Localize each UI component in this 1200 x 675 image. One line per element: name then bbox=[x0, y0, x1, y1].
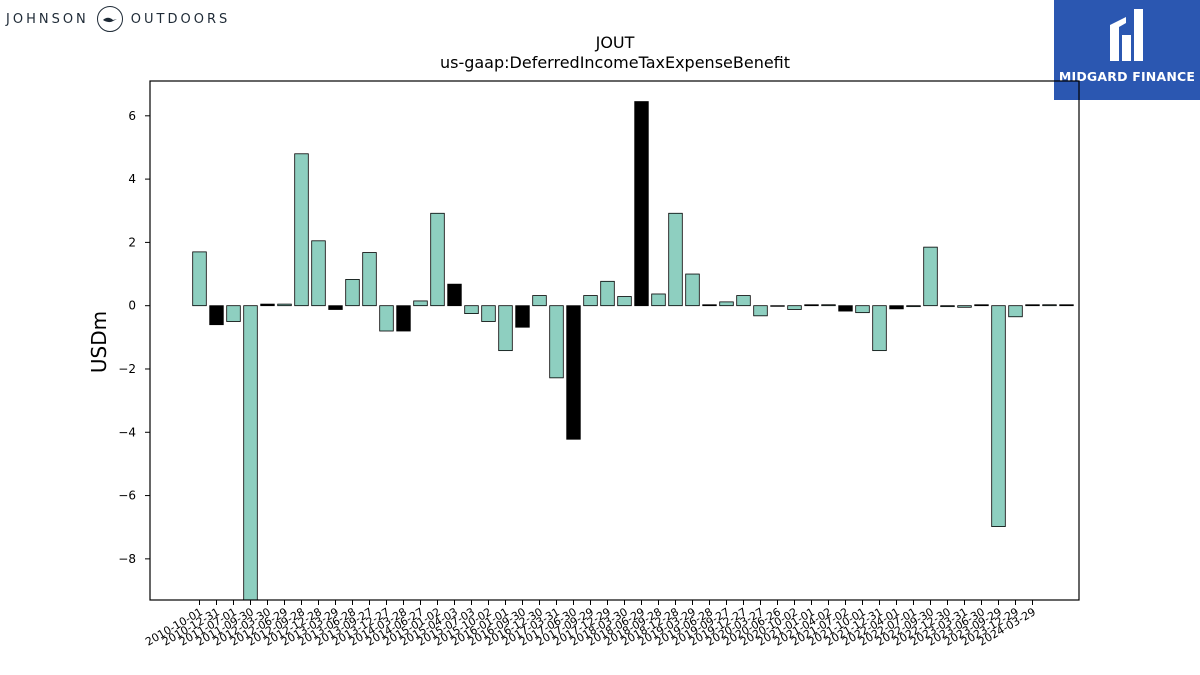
bar-2016-12-30 bbox=[566, 305, 581, 440]
y-tick-label: 2 bbox=[128, 235, 136, 249]
plot-frame bbox=[149, 80, 1080, 601]
bar-2021-12-31 bbox=[906, 305, 921, 308]
bar-2016-09-30 bbox=[549, 305, 564, 379]
bar-2021-10-01 bbox=[889, 305, 904, 310]
bar-2015-10-02 bbox=[515, 305, 530, 328]
bar-2020-03-27 bbox=[787, 305, 802, 310]
bar-2022-07-01 bbox=[940, 305, 955, 308]
y-tick-label: −2 bbox=[118, 362, 136, 376]
midgard-finance-text: MIDGARD FINANCE bbox=[1058, 69, 1196, 84]
bar-2018-12-28 bbox=[702, 304, 717, 307]
bar-2022-12-30 bbox=[974, 304, 989, 307]
bar-2012-03-30 bbox=[277, 303, 292, 307]
bar-2016-01-01 bbox=[532, 295, 547, 307]
y-axis-label: USDm bbox=[87, 311, 111, 373]
bar-2014-10-03 bbox=[447, 283, 462, 307]
bar-2012-06-29 bbox=[294, 153, 309, 307]
bar-2013-06-28 bbox=[362, 252, 377, 307]
y-tick-label: 6 bbox=[128, 109, 136, 123]
bar-2022-09-30 bbox=[957, 305, 972, 308]
bar-2010-12-31 bbox=[209, 305, 224, 326]
y-tick-label: 0 bbox=[128, 299, 136, 313]
bar-2023-06-30 bbox=[1008, 305, 1023, 318]
bar-2021-07-02 bbox=[872, 305, 887, 352]
bar-2021-01-01 bbox=[838, 305, 853, 312]
bar-2017-06-30 bbox=[600, 280, 615, 307]
bar-2010-10-01 bbox=[192, 251, 207, 307]
chart-title: JOUT bbox=[595, 33, 635, 52]
midgard-finance-logo: MIDGARD FINANCE bbox=[1054, 0, 1200, 100]
bar-2019-09-27 bbox=[753, 305, 768, 317]
bar-2018-03-30 bbox=[651, 293, 666, 307]
bar-2011-12-30 bbox=[260, 303, 275, 307]
midgard-mark-icon bbox=[1110, 9, 1143, 61]
bar-2015-04-03 bbox=[481, 305, 496, 322]
bar-2013-12-27 bbox=[396, 305, 411, 332]
bar-2011-07-01 bbox=[226, 305, 241, 322]
logo-text-outdoors: OUTDOORS bbox=[130, 11, 231, 27]
y-axis: −8 −6 −4 −2 0 2 4 6 bbox=[118, 109, 150, 566]
bar-2017-09-29 bbox=[617, 296, 632, 307]
logo-text-johnson: JOHNSON bbox=[6, 11, 89, 27]
bar-2014-03-28 bbox=[413, 300, 428, 307]
bar-2021-04-02 bbox=[855, 305, 870, 314]
y-tick-label: −8 bbox=[118, 552, 136, 566]
bar-2023-12-29 bbox=[1042, 304, 1057, 307]
bar-2020-10-02 bbox=[821, 304, 836, 307]
bar-2014-06-27 bbox=[430, 212, 445, 307]
chart-subtitle: us-gaap:DeferredIncomeTaxExpenseBenefit bbox=[440, 53, 790, 72]
bar-2024-03-29 bbox=[1059, 304, 1074, 307]
bar-2013-09-27 bbox=[379, 305, 394, 332]
bar-2023-09-29 bbox=[1025, 304, 1040, 307]
bar-2017-12-29 bbox=[634, 101, 649, 307]
bar-2019-12-27 bbox=[770, 305, 785, 307]
bars-group bbox=[192, 101, 1074, 601]
bar-2012-12-28 bbox=[328, 305, 343, 310]
bar-2017-03-31 bbox=[583, 295, 598, 307]
bar-2023-03-31 bbox=[991, 305, 1006, 527]
bar-2012-09-28 bbox=[311, 240, 326, 307]
y-tick-label: 4 bbox=[128, 172, 136, 186]
bar-2015-01-02 bbox=[464, 305, 479, 315]
bar-2019-03-29 bbox=[719, 301, 734, 307]
bar-2018-09-28 bbox=[685, 273, 700, 307]
bar-2011-09-30 bbox=[243, 305, 258, 601]
bar-2022-04-01 bbox=[923, 246, 938, 307]
x-axis: 2010-10-012010-12-312011-07-012011-09-30… bbox=[143, 600, 1038, 649]
johnson-outdoors-logo: JOHNSON OUTDOORS bbox=[6, 5, 230, 33]
y-tick-label: −4 bbox=[118, 425, 136, 439]
bird-emblem-icon bbox=[96, 6, 123, 32]
y-tick-label: −6 bbox=[118, 489, 136, 503]
bar-2020-06-26 bbox=[804, 304, 819, 307]
bar-2018-06-29 bbox=[668, 212, 683, 307]
bar-2015-07-03 bbox=[498, 305, 513, 352]
bar-2019-06-28 bbox=[736, 295, 751, 307]
bar-2013-03-29 bbox=[345, 279, 360, 307]
